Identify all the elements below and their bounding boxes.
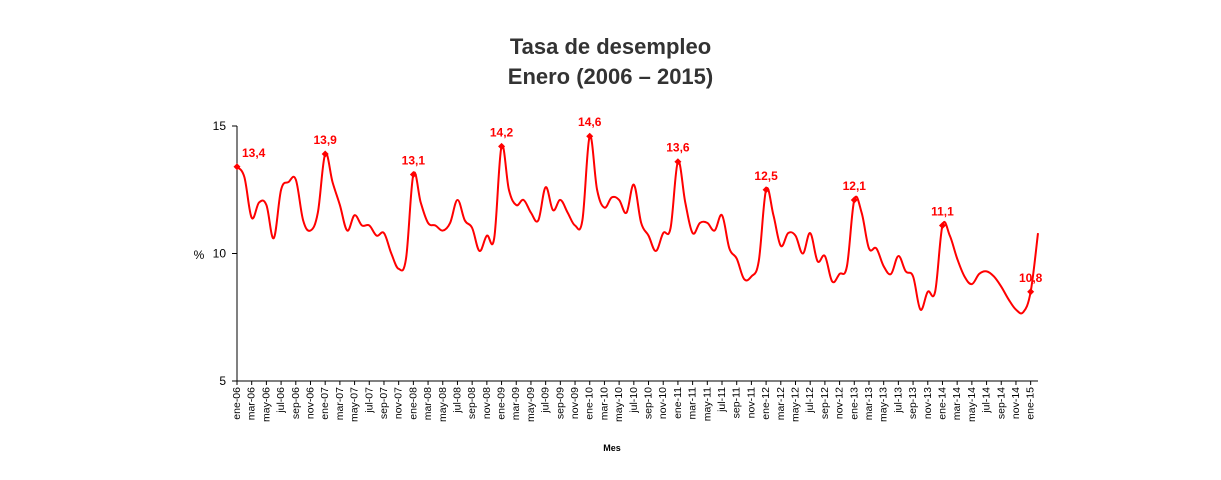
data-marker [938,221,946,229]
x-tick-label: sep-10 [643,387,655,419]
x-tick-label: nov-13 [922,387,934,419]
x-tick-label: may-10 [613,387,625,422]
x-tick-label: may-08 [437,387,449,422]
x-tick-label: sep-08 [466,387,478,419]
x-tick-label: mar-06 [246,387,258,420]
data-label: 12,5 [754,169,778,183]
x-tick-label: mar-08 [422,387,434,420]
x-tick-label: may-14 [966,387,978,422]
data-markers [233,132,1035,296]
series-line [236,135,1039,315]
data-marker [586,132,594,140]
x-tick-label: mar-09 [510,387,522,420]
y-axis-label: % [194,248,205,262]
x-tick-label: mar-12 [775,387,787,420]
x-tick-label: nov-08 [481,387,493,419]
x-tick-label: may-06 [260,387,272,422]
data-label: 13,9 [314,133,338,147]
x-tick-label: ene-08 [407,387,419,420]
x-tick-label: sep-06 [290,387,302,419]
data-label: 10,8 [1019,271,1043,285]
data-label: 14,2 [490,125,514,139]
x-tick-label: mar-14 [951,387,963,420]
x-tick-label: ene-12 [760,387,772,420]
x-tick-label: jul-10 [628,387,640,414]
data-marker [233,163,241,171]
x-tick-label: ene-14 [936,387,948,420]
data-label: 13,1 [402,153,426,167]
y-tick-label: 15 [213,119,227,133]
x-tick-label: may-12 [789,387,801,422]
chart-title: Tasa de desempleo [509,34,712,59]
data-label: 13,6 [666,141,690,155]
x-tick-label: mar-07 [334,387,346,420]
y-tick-label: 5 [219,374,226,388]
x-tick-label: sep-07 [378,387,390,419]
x-tick-label: mar-11 [687,387,699,420]
x-tick-label: nov-07 [393,387,405,419]
x-tick-label: ene-06 [231,387,243,420]
x-tick-label: sep-11 [731,387,743,418]
x-tick-label: jul-12 [804,387,816,414]
data-marker [674,158,682,166]
x-tick-label: sep-14 [995,387,1007,419]
x-tick-label: jul-07 [363,387,375,414]
x-tick-label: mar-10 [598,387,610,420]
x-tick-label: nov-09 [569,387,581,419]
data-marker [1027,288,1035,296]
x-tick-label: nov-06 [304,387,316,419]
x-tick-label: may-07 [349,387,361,422]
x-tick-label: nov-11 [745,387,757,418]
data-marker [850,196,858,204]
x-tick-labels: ene-06 mar-06 may-06 jul-06 sep-06 nov-06 ene-… [231,387,1037,422]
x-tick-label: sep-12 [819,387,831,419]
data-label: 12,1 [843,179,867,193]
data-label: 11,1 [931,204,954,218]
x-tick-label: nov-10 [657,387,669,419]
x-tick-label: ene-10 [584,387,596,420]
x-tick-label: ene-13 [848,387,860,420]
x-tick-label: jul-08 [451,387,463,414]
y-tick-labels: 5 10 15 [213,119,227,388]
x-tick-label: may-11 [701,387,713,421]
data-label: 14,6 [578,115,602,129]
data-label: 13,4 [242,146,266,160]
x-tick-label: ene-07 [319,387,331,420]
x-tick-label: jul-09 [540,387,552,414]
x-tick-label: jul-13 [892,387,904,414]
x-tick-label: ene-15 [1025,387,1037,420]
x-tick-label: sep-09 [554,387,566,419]
x-tick-label: sep-13 [907,387,919,419]
axes [232,125,1038,385]
x-tick-label: ene-09 [496,387,508,420]
x-tick-label: jul-14 [981,387,993,414]
x-tick-label: nov-14 [1010,387,1022,419]
x-tick-label: may-13 [878,387,890,422]
x-axis-label: Mes [603,443,621,453]
data-marker [498,142,506,150]
data-marker [409,170,417,178]
data-labels: 13,4 13,9 13,1 14,2 14,6 13,6 12,5 12,1 11,1 10,8 [242,115,1043,285]
data-marker [321,150,329,158]
x-tick-label: jul-11 [716,387,728,413]
x-tick-label: may-09 [525,387,537,422]
data-marker [762,186,770,194]
y-tick-label: 10 [213,247,227,261]
x-tick-label: mar-13 [863,387,875,420]
x-tick-label: jul-06 [275,387,287,414]
chart-subtitle: Enero (2006 – 2015) [507,64,714,89]
x-tick-label: ene-11 [672,387,684,419]
x-tick-label: nov-12 [834,387,846,419]
